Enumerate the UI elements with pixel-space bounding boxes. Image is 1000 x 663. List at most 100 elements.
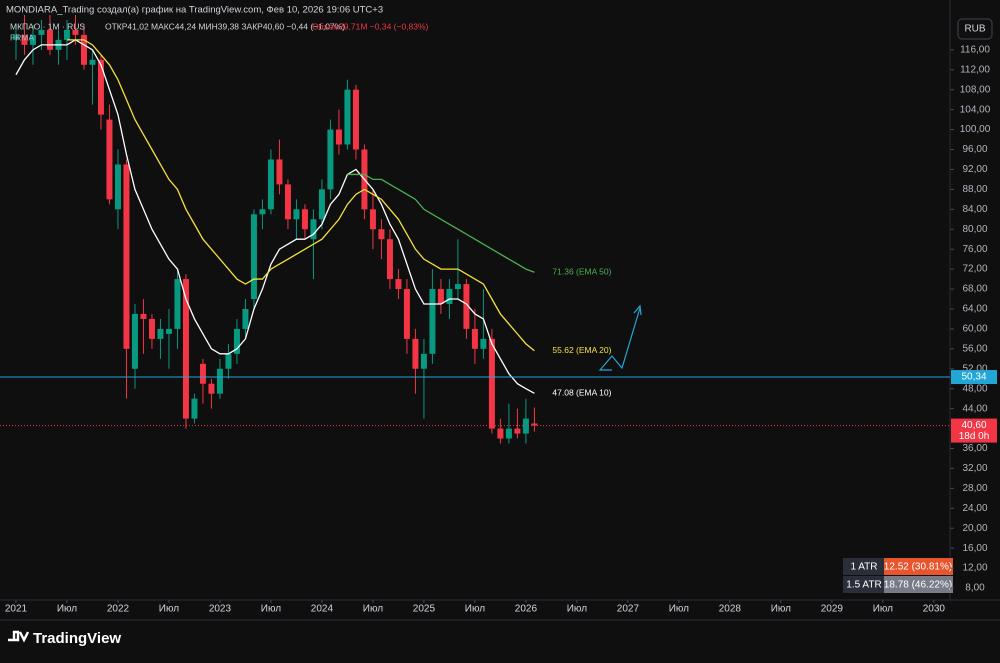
candle-body bbox=[420, 353, 427, 369]
y-tick-label: 64,00 bbox=[962, 304, 987, 315]
y-tick-label: 84,00 bbox=[962, 204, 987, 215]
y-tick-label: 20,00 bbox=[962, 523, 987, 534]
y-tick-label: 8,00 bbox=[965, 583, 985, 594]
y-tick-label: 68,00 bbox=[962, 284, 987, 295]
x-tick-label: Июл bbox=[57, 604, 77, 615]
candle-body bbox=[174, 279, 181, 329]
candle-body bbox=[131, 313, 138, 369]
candle-body bbox=[89, 59, 96, 65]
candle-body bbox=[488, 338, 495, 429]
candle-body bbox=[454, 284, 461, 290]
candle-body bbox=[72, 29, 79, 35]
y-tick-label: 112,00 bbox=[960, 64, 990, 75]
x-tick-label: Июл bbox=[363, 604, 383, 615]
x-tick-label: 2026 bbox=[515, 604, 538, 615]
hline-label: 50,34 bbox=[961, 372, 986, 383]
candle-body bbox=[165, 328, 172, 334]
y-tick-label: 104,00 bbox=[960, 104, 991, 115]
y-tick-label: 116,00 bbox=[960, 44, 990, 55]
price-tag bbox=[951, 418, 997, 443]
y-tick-label: 24,00 bbox=[962, 503, 987, 514]
logo-icon bbox=[8, 630, 30, 643]
y-tick-label: 80,00 bbox=[962, 224, 987, 235]
candle-body bbox=[123, 164, 130, 349]
candle-body bbox=[437, 289, 444, 304]
ema-line bbox=[15, 39, 535, 394]
candle-body bbox=[310, 219, 317, 240]
logo[interactable]: TradingView bbox=[33, 630, 121, 647]
candle-body bbox=[505, 428, 512, 439]
candle-body bbox=[276, 159, 283, 185]
candle-body bbox=[412, 338, 419, 369]
x-tick-label: Июл bbox=[159, 604, 179, 615]
countdown: 18d 0h bbox=[959, 431, 990, 442]
y-tick-label: 56,00 bbox=[962, 343, 987, 354]
candle-body bbox=[140, 313, 147, 319]
price-label: 40,60 bbox=[961, 420, 986, 431]
candle-body bbox=[29, 34, 36, 45]
hline-tag bbox=[951, 370, 997, 385]
x-tick-label: Июл bbox=[771, 604, 791, 615]
x-tick-label: Июл bbox=[873, 604, 893, 615]
volume: Объём29,71M −0,34 (−0,83%) bbox=[312, 21, 429, 31]
currency[interactable]: RUB bbox=[964, 24, 985, 35]
candle-body bbox=[21, 34, 28, 45]
y-tick-label: 72,00 bbox=[962, 264, 987, 275]
candle-body bbox=[80, 34, 87, 65]
y-tick-label: 44,00 bbox=[962, 403, 987, 414]
y-tick-label: 76,00 bbox=[962, 244, 987, 255]
ema-label: 47.08 (EMA 10) bbox=[552, 388, 611, 398]
candle-body bbox=[463, 284, 470, 329]
ema-label: 71.36 (EMA 50) bbox=[552, 267, 611, 277]
candle-body bbox=[250, 214, 257, 300]
y-tick-label: 108,00 bbox=[960, 84, 991, 95]
candle-body bbox=[301, 209, 308, 230]
y-tick-label: 32,00 bbox=[962, 463, 987, 474]
candle-body bbox=[369, 209, 376, 230]
candle-body bbox=[259, 209, 266, 215]
x-tick-label: Июл bbox=[567, 604, 587, 615]
candle-body bbox=[471, 328, 478, 349]
candle-body bbox=[199, 363, 206, 384]
y-tick-label: 52,00 bbox=[962, 363, 987, 374]
cell bbox=[843, 558, 884, 575]
credit: MONDIARA_Trading создал(а) график на Tra… bbox=[6, 5, 383, 16]
x-tick-label: 2028 bbox=[719, 604, 742, 615]
candle-body bbox=[403, 289, 410, 339]
candle-body bbox=[318, 189, 325, 220]
ema-line bbox=[347, 173, 535, 273]
y-tick-label: 60,00 bbox=[962, 324, 987, 335]
candle-body bbox=[531, 423, 538, 426]
plot bbox=[12, 14, 538, 444]
x-tick-label: 2023 bbox=[209, 604, 232, 615]
candle-body bbox=[225, 353, 232, 369]
candle-body bbox=[293, 209, 300, 220]
candle-body bbox=[344, 89, 351, 145]
x-tick-label: 2025 bbox=[413, 604, 436, 615]
x-tick-label: Июл bbox=[465, 604, 485, 615]
candle-body bbox=[233, 328, 240, 354]
atr-value: 18.78 (46.22%) bbox=[884, 580, 952, 591]
cell bbox=[884, 558, 953, 575]
x-tick-label: 2024 bbox=[311, 604, 334, 615]
candle-body bbox=[395, 279, 402, 290]
candle-body bbox=[106, 119, 113, 200]
candle-body bbox=[335, 129, 342, 145]
y-tick-label: 28,00 bbox=[962, 483, 987, 494]
candle-body bbox=[148, 318, 155, 339]
candle-body bbox=[446, 289, 453, 304]
ema-line bbox=[66, 39, 535, 352]
y-tick-label: 100,00 bbox=[960, 124, 991, 135]
x-tick-label: 2030 bbox=[923, 604, 946, 615]
ema-label: 55.62 (EMA 20) bbox=[552, 345, 611, 355]
x-tick-label: 2027 bbox=[617, 604, 640, 615]
y-tick-label: 36,00 bbox=[962, 443, 987, 454]
indicator: FRMA bbox=[10, 32, 34, 42]
candle-body bbox=[514, 428, 521, 434]
currency-button[interactable] bbox=[957, 18, 993, 40]
drawn-arrow bbox=[598, 307, 641, 371]
atr-label: 1 ATR bbox=[850, 562, 877, 573]
cell bbox=[884, 576, 953, 593]
